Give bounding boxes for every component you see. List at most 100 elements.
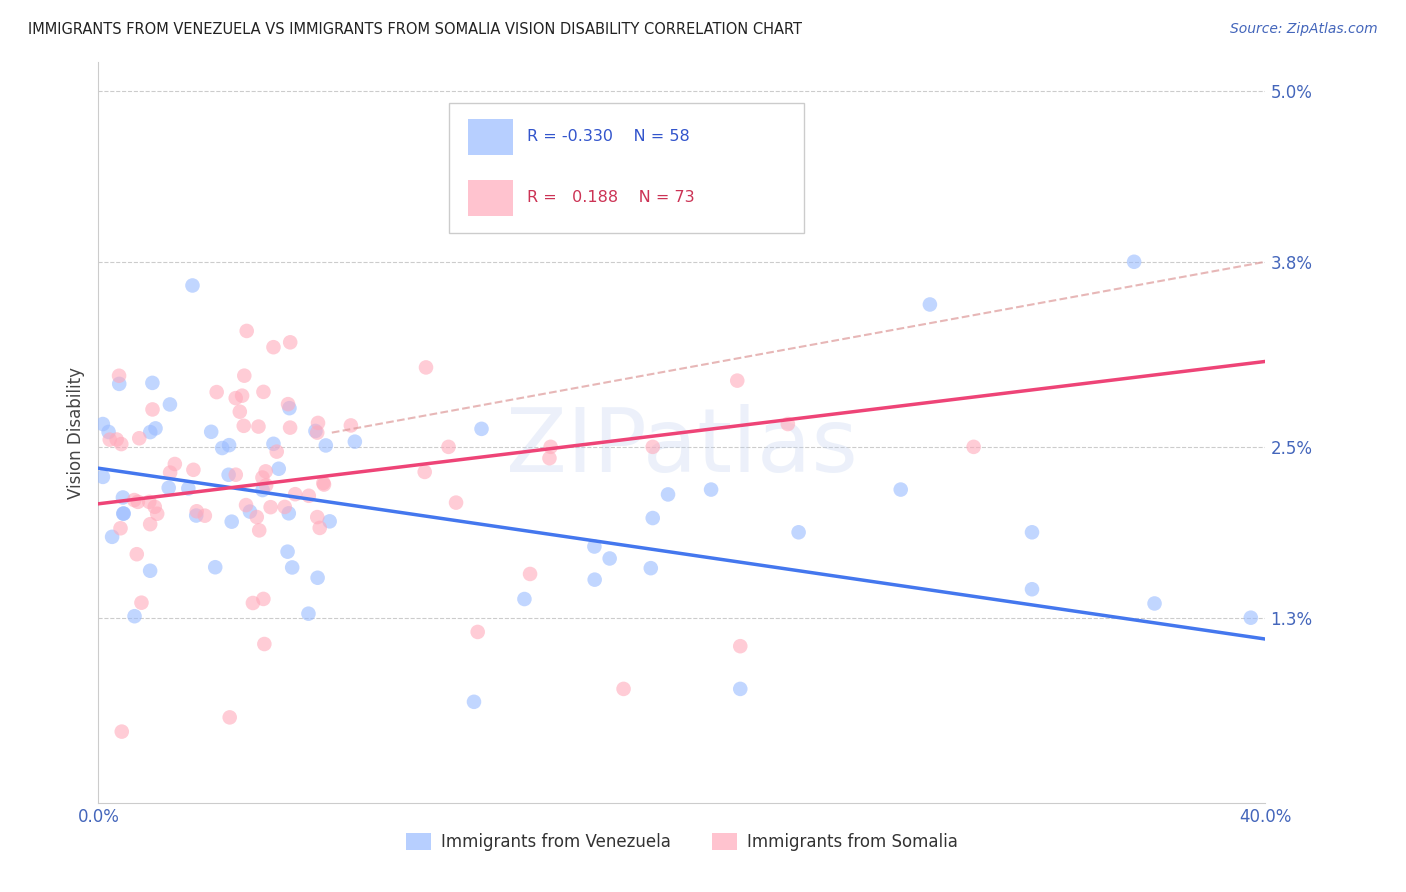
Point	[308, 521, 330, 535]
FancyBboxPatch shape	[449, 103, 804, 233]
Point	[262, 437, 284, 451]
Point	[444, 495, 467, 509]
Point	[231, 389, 253, 403]
Point	[218, 467, 240, 482]
Point	[312, 475, 335, 490]
Point	[252, 483, 274, 497]
Point	[252, 384, 274, 399]
Point	[124, 609, 146, 624]
Y-axis label: Vision Disability: Vision Disability	[66, 367, 84, 499]
Point	[259, 500, 281, 515]
Point	[205, 385, 228, 400]
Point	[918, 297, 941, 311]
Point	[181, 278, 204, 293]
Point	[200, 425, 222, 439]
Point	[159, 397, 181, 411]
Text: R =   0.188    N = 73: R = 0.188 N = 73	[527, 190, 695, 205]
Point	[108, 368, 131, 383]
Point	[583, 540, 606, 554]
Point	[139, 564, 162, 578]
Point	[112, 507, 135, 521]
Point	[229, 405, 252, 419]
Point	[657, 487, 679, 501]
Point	[247, 419, 270, 434]
Point	[194, 508, 217, 523]
Point	[730, 681, 752, 696]
Point	[467, 624, 489, 639]
Point	[183, 463, 205, 477]
Point	[232, 418, 254, 433]
Point	[538, 451, 561, 466]
Point	[112, 507, 135, 521]
FancyBboxPatch shape	[468, 120, 513, 155]
Point	[641, 511, 664, 525]
Point	[962, 440, 984, 454]
Point	[463, 695, 485, 709]
Point	[1143, 597, 1166, 611]
Point	[254, 464, 277, 478]
Point	[252, 470, 274, 484]
Point	[252, 591, 274, 606]
Point	[122, 493, 145, 508]
Legend: Immigrants from Venezuela, Immigrants from Somalia: Immigrants from Venezuela, Immigrants fr…	[399, 826, 965, 857]
Point	[776, 417, 799, 431]
Point	[127, 495, 149, 509]
Point	[470, 422, 492, 436]
Point	[735, 127, 758, 141]
Point	[278, 420, 301, 434]
Point	[139, 425, 162, 439]
Point	[254, 478, 277, 492]
Point	[239, 505, 262, 519]
Point	[141, 376, 163, 390]
Text: IMMIGRANTS FROM VENEZUELA VS IMMIGRANTS FROM SOMALIA VISION DISABILITY CORRELATI: IMMIGRANTS FROM VENEZUELA VS IMMIGRANTS …	[28, 22, 801, 37]
Point	[186, 508, 208, 523]
Point	[157, 481, 180, 495]
Point	[304, 424, 326, 438]
Point	[91, 470, 114, 484]
Point	[110, 521, 132, 535]
Point	[143, 500, 166, 514]
Point	[267, 462, 290, 476]
Point	[307, 571, 329, 585]
Point	[145, 421, 167, 435]
Point	[1123, 254, 1146, 268]
Point	[277, 506, 299, 520]
Point	[111, 724, 134, 739]
Point	[641, 440, 664, 454]
Point	[233, 368, 256, 383]
Point	[139, 517, 162, 532]
Point	[141, 402, 163, 417]
Point	[312, 477, 335, 491]
Point	[284, 487, 307, 501]
Point	[128, 431, 150, 445]
Point	[110, 437, 132, 451]
Point	[599, 551, 621, 566]
Point	[163, 457, 186, 471]
Point	[890, 483, 912, 497]
Point	[91, 417, 114, 431]
Point	[278, 335, 301, 350]
Point	[225, 467, 247, 482]
Point	[211, 441, 233, 455]
Point	[246, 510, 269, 524]
Point	[138, 495, 160, 509]
Point	[131, 596, 153, 610]
Point	[340, 418, 363, 433]
Point	[513, 592, 536, 607]
Point	[242, 596, 264, 610]
Point	[640, 561, 662, 575]
Point	[235, 498, 257, 512]
Point	[105, 433, 128, 447]
Point	[221, 515, 243, 529]
Point	[277, 397, 299, 411]
FancyBboxPatch shape	[468, 180, 513, 216]
Point	[315, 438, 337, 452]
Point	[519, 566, 541, 581]
Point	[125, 547, 148, 561]
Text: Source: ZipAtlas.com: Source: ZipAtlas.com	[1230, 22, 1378, 37]
Point	[415, 360, 437, 375]
Point	[186, 504, 208, 518]
Point	[278, 401, 301, 416]
Point	[298, 489, 321, 503]
Point	[583, 573, 606, 587]
